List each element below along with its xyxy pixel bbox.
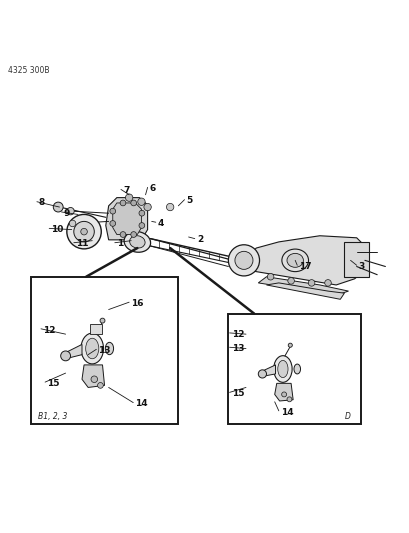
Polygon shape <box>106 198 147 240</box>
Text: 2: 2 <box>196 236 202 244</box>
Text: D: D <box>344 413 349 422</box>
Polygon shape <box>247 236 366 285</box>
Polygon shape <box>258 277 348 295</box>
Circle shape <box>100 318 105 323</box>
Circle shape <box>67 207 74 215</box>
Circle shape <box>281 392 286 397</box>
Circle shape <box>130 232 136 237</box>
Circle shape <box>81 228 87 235</box>
Circle shape <box>97 383 103 388</box>
Text: 7: 7 <box>123 186 129 195</box>
Circle shape <box>120 200 126 206</box>
Ellipse shape <box>105 342 113 354</box>
Circle shape <box>287 278 294 284</box>
Circle shape <box>110 208 115 214</box>
Ellipse shape <box>85 338 99 359</box>
Text: 14: 14 <box>135 399 148 408</box>
Polygon shape <box>82 365 104 387</box>
Text: 14: 14 <box>280 408 293 417</box>
Circle shape <box>74 221 94 242</box>
Text: 10: 10 <box>51 225 63 234</box>
Text: 13: 13 <box>231 344 243 353</box>
Circle shape <box>120 232 126 237</box>
Bar <box>31 277 178 424</box>
Text: 15: 15 <box>47 379 59 388</box>
Text: 8: 8 <box>39 198 45 207</box>
Circle shape <box>137 198 145 205</box>
Circle shape <box>139 223 144 228</box>
Circle shape <box>53 202 63 212</box>
Text: 17: 17 <box>299 262 311 271</box>
Polygon shape <box>65 344 82 359</box>
Circle shape <box>67 214 101 249</box>
Circle shape <box>130 200 136 206</box>
Ellipse shape <box>129 236 145 248</box>
Circle shape <box>324 280 330 286</box>
Polygon shape <box>90 324 102 334</box>
Text: 12: 12 <box>43 326 55 335</box>
Polygon shape <box>344 242 368 277</box>
Circle shape <box>91 376 97 383</box>
Text: 13: 13 <box>98 346 110 355</box>
Ellipse shape <box>277 360 287 377</box>
Text: 4: 4 <box>157 219 164 228</box>
Circle shape <box>125 194 133 201</box>
Text: 5: 5 <box>186 196 192 205</box>
Circle shape <box>267 273 273 280</box>
Ellipse shape <box>273 356 291 382</box>
Polygon shape <box>262 365 275 376</box>
Ellipse shape <box>124 231 150 252</box>
Text: 6: 6 <box>149 184 155 193</box>
Text: 11: 11 <box>76 239 88 248</box>
Text: 3: 3 <box>358 262 364 271</box>
Polygon shape <box>274 383 292 401</box>
Circle shape <box>234 252 252 269</box>
Circle shape <box>110 221 115 227</box>
Text: 9: 9 <box>63 209 70 217</box>
Circle shape <box>144 204 151 211</box>
Circle shape <box>308 280 314 286</box>
Circle shape <box>69 220 76 227</box>
Text: 1: 1 <box>117 239 123 248</box>
Text: 4325 300B: 4325 300B <box>8 66 49 75</box>
Polygon shape <box>112 203 141 235</box>
Ellipse shape <box>293 364 300 374</box>
Ellipse shape <box>286 253 303 268</box>
Text: 12: 12 <box>231 329 243 338</box>
Text: 16: 16 <box>131 299 143 308</box>
Ellipse shape <box>281 249 308 272</box>
Text: B1, 2, 3: B1, 2, 3 <box>38 413 67 422</box>
Circle shape <box>228 245 259 276</box>
Circle shape <box>166 204 173 211</box>
Text: 15: 15 <box>231 389 243 398</box>
Circle shape <box>288 343 292 348</box>
Bar <box>227 313 360 424</box>
Polygon shape <box>266 283 344 300</box>
Circle shape <box>139 211 144 216</box>
Circle shape <box>61 351 70 361</box>
Circle shape <box>258 370 266 378</box>
Circle shape <box>286 397 291 402</box>
Ellipse shape <box>81 333 103 364</box>
